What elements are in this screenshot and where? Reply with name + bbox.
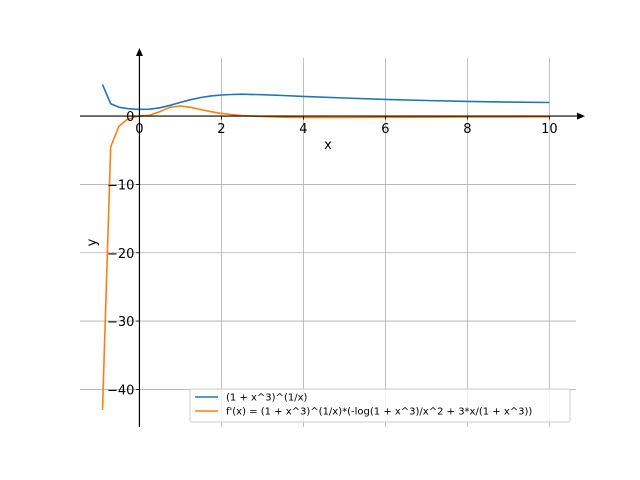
y-tick-label: −30: [107, 315, 134, 330]
x-tick-label: 10: [541, 122, 558, 137]
y-tick-label: −20: [107, 247, 134, 262]
axes: [80, 48, 585, 427]
y-axis-arrow: [135, 48, 143, 56]
legend-label-series-2: f'(x) = (1 + x^3)^(1/x)*(-log(1 + x^3)/x…: [226, 407, 532, 418]
y-tick-label: −10: [107, 178, 134, 193]
legend-box: [189, 388, 571, 423]
series-line-1: [101, 84, 550, 111]
x-tick-label: 4: [299, 122, 307, 137]
series-lines: [101, 84, 550, 410]
x-axis-arrow: [577, 112, 585, 120]
y-axis-title: y: [85, 238, 100, 246]
legend-label-series-1: (1 + x^3)^(1/x): [226, 393, 307, 404]
x-tick-label: 8: [463, 122, 471, 137]
x-tick-label: 2: [217, 122, 225, 137]
y-tick-label: −40: [107, 383, 134, 398]
legend: (1 + x^3)^(1/x) f'(x) = (1 + x^3)^(1/x)*…: [189, 388, 571, 423]
tick-labels: 0 2 4 6 8 10 0 −10 −20 −30 −40: [107, 110, 558, 398]
x-tick-label: 6: [381, 122, 389, 137]
x-axis-title: x: [324, 138, 332, 153]
x-tick-label: 0: [135, 122, 143, 137]
y-tick-label: 0: [126, 110, 134, 125]
